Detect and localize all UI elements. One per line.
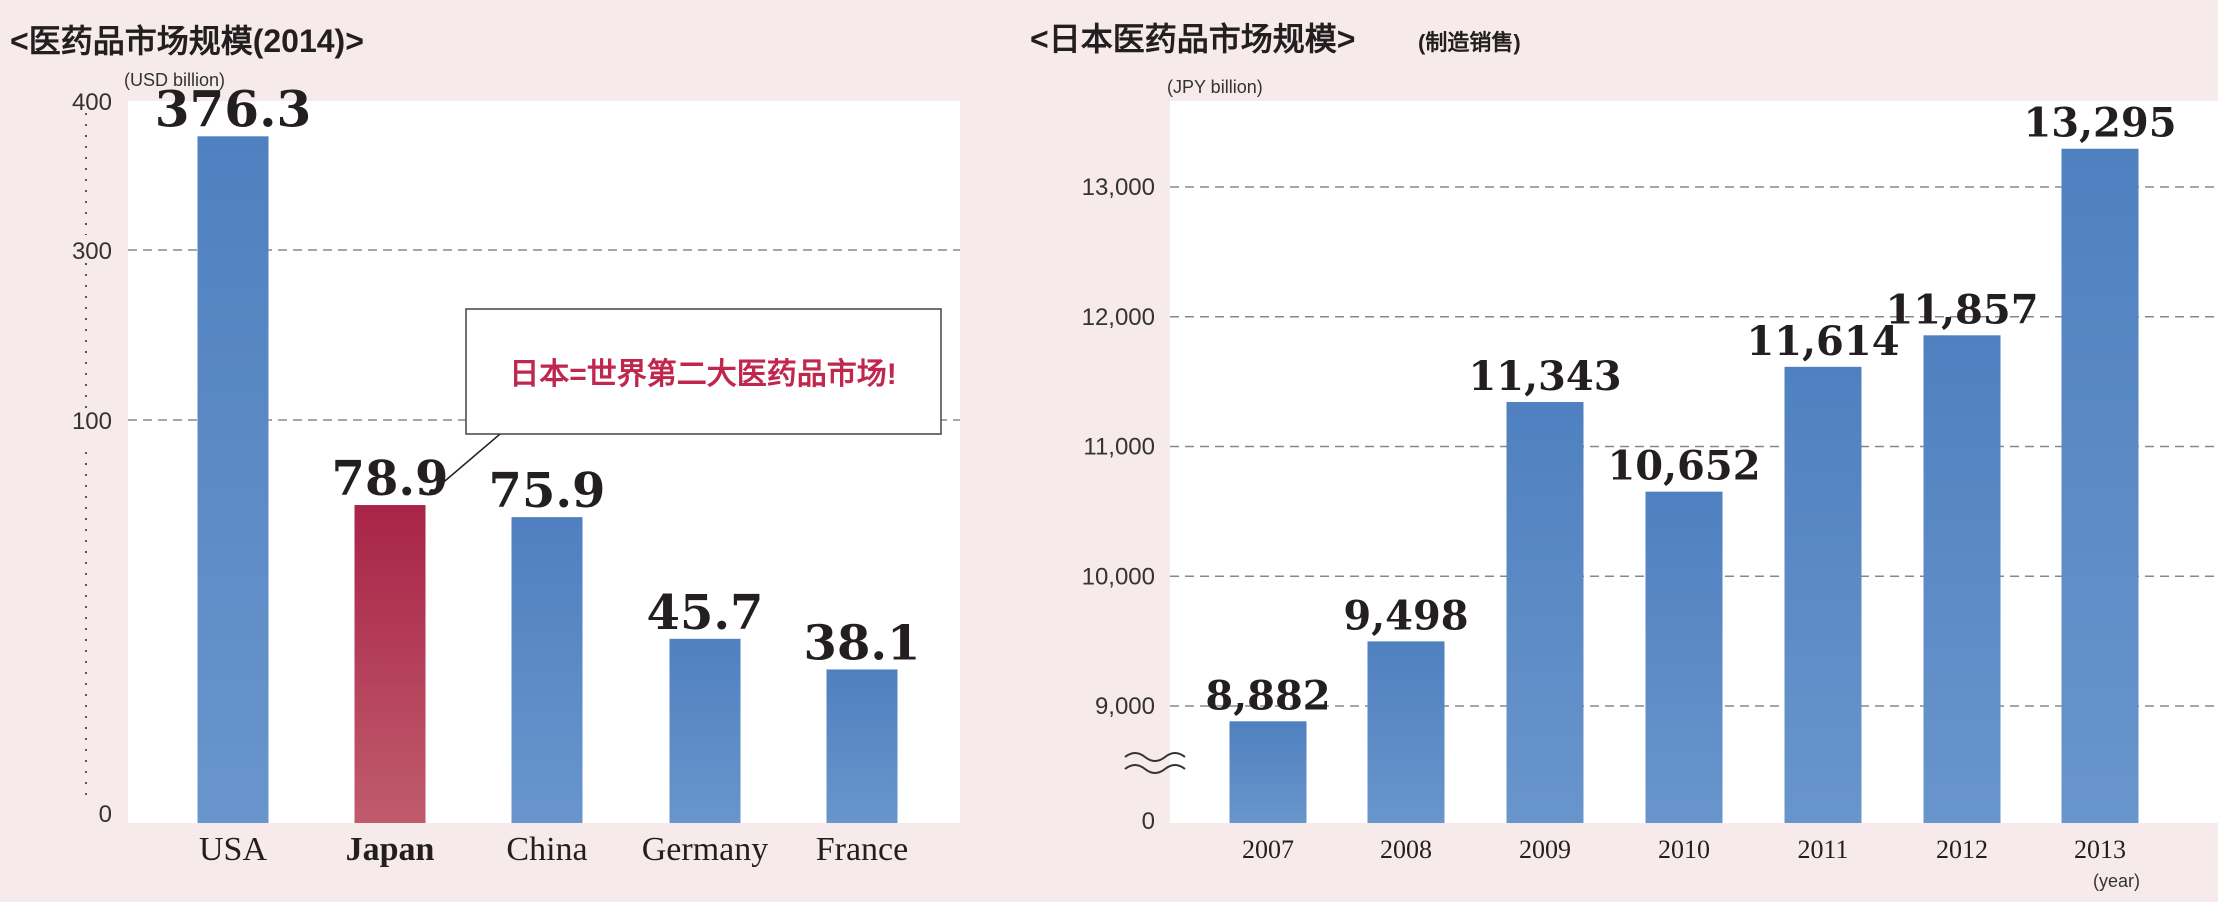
value-label: 11,343 (1468, 353, 1621, 400)
callout-text: 日本=世界第二大医药品市场! (509, 357, 897, 391)
bar (197, 136, 269, 824)
bar (1367, 641, 1445, 823)
right-chart-subtitle: (制造销售) (1418, 30, 1521, 55)
y-tick-label: 0 (99, 801, 112, 828)
y-tick-label: 11,000 (1083, 434, 1155, 461)
left-chart: <医药品市场规模(2014)> (USD billion) 0 100 300 400… (10, 23, 960, 868)
value-label: 45.7 (647, 585, 764, 641)
bar (1506, 401, 1584, 823)
category-label: Germany (642, 831, 769, 868)
right-unit-label: (JPY billion) (1167, 77, 1263, 97)
category-label: 2007 (1242, 835, 1294, 864)
bar (511, 517, 583, 823)
category-label: 2013 (2074, 835, 2126, 864)
bar (669, 638, 741, 823)
bar (826, 669, 898, 823)
category-label: 2009 (1519, 835, 1571, 864)
y-tick-label: 9,000 (1095, 693, 1155, 720)
category-label: Japan (346, 831, 435, 868)
right-xunit-label: (year) (2093, 871, 2140, 891)
value-label: 13,295 (2023, 100, 2176, 147)
value-label: 78.9 (332, 451, 449, 507)
category-label: USA (199, 831, 267, 868)
left-chart-title: <医药品市场规模(2014)> (10, 23, 364, 59)
bar (1923, 335, 2001, 823)
value-label: 9,498 (1343, 592, 1468, 639)
callout-box (465, 308, 942, 435)
category-label: 2011 (1797, 835, 1848, 864)
bar (354, 505, 426, 823)
y-tick-label: 400 (72, 89, 112, 116)
category-label: 2010 (1658, 835, 1710, 864)
bar (2061, 148, 2139, 823)
right-chart-title: <日本医药品市场规模> (1030, 21, 1355, 57)
category-label: China (506, 831, 587, 868)
bar (1229, 721, 1307, 823)
value-label: 11,857 (1885, 286, 2038, 333)
category-label: France (816, 831, 909, 868)
value-label: 376.3 (155, 79, 312, 138)
y-tick-label: 10,000 (1082, 563, 1155, 590)
y-tick-label: 100 (72, 408, 112, 435)
axis-break-mark (1124, 752, 1186, 762)
y-tick-label: 300 (72, 238, 112, 265)
callout-pointer-dot (429, 489, 435, 495)
category-label: 2008 (1380, 835, 1432, 864)
y-tick-label: 13,000 (1082, 174, 1155, 201)
bar (1784, 366, 1862, 823)
value-label: 38.1 (804, 615, 921, 671)
category-label: 2012 (1936, 835, 1988, 864)
bar (1645, 491, 1723, 823)
y-tick-label: 0 (1142, 808, 1155, 835)
right-chart: <日本医药品市场规模> (制造销售) (JPY billion) 0 9,000 1… (1030, 21, 2218, 891)
value-label: 11,614 (1746, 318, 1899, 365)
value-label: 10,652 (1607, 443, 1760, 490)
value-label: 8,882 (1205, 672, 1330, 719)
left-unit-label: (USD billion) (124, 70, 225, 90)
y-tick-label: 12,000 (1082, 304, 1155, 331)
value-label: 75.9 (489, 463, 606, 519)
axis-break-mark (1124, 764, 1186, 774)
